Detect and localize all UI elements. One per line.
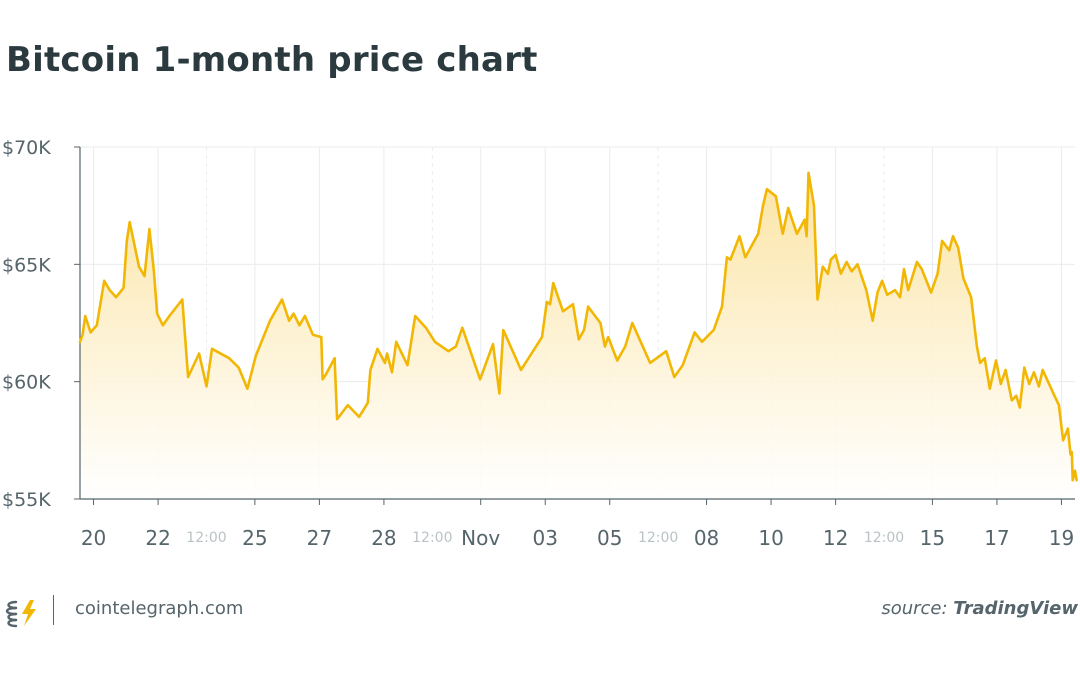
y-tick-label: $60K (2, 372, 51, 394)
x-tick-label: 03 (533, 526, 558, 550)
x-tick-label: 27 (307, 526, 332, 550)
x-tick-label: 22 (145, 526, 170, 550)
x-tick-label: 20 (81, 526, 106, 550)
y-tick-label: $55K (2, 489, 51, 511)
source-prefix: source: (881, 598, 954, 619)
y-tick-labels: $70K $65K $60K $55K (2, 137, 51, 511)
x-tick-label: 25 (242, 526, 267, 550)
x-tick-label: 05 (597, 526, 622, 550)
x-tick-label: 19 (1049, 526, 1074, 550)
x-tick-labels: 20 22 12:00 25 27 28 12:00 Nov 03 05 12:00 08 10 12 12… (81, 526, 1074, 550)
source-name: TradingView (953, 598, 1078, 619)
chart-title: Bitcoin 1-month price chart (6, 40, 538, 80)
footer-divider (53, 595, 54, 625)
x-tick-label-minor: 12:00 (412, 530, 452, 546)
x-tick-label-minor: 12:00 (186, 530, 226, 546)
axes (74, 146, 1075, 505)
x-tick-label: 28 (371, 526, 396, 550)
y-tick-label: $65K (2, 254, 51, 276)
x-tick-label: 15 (920, 526, 945, 550)
footer-site-name: cointelegraph.com (75, 598, 244, 619)
y-tick-label: $70K (2, 137, 51, 159)
x-tick-label-minor: 12:00 (864, 530, 904, 546)
x-tick-label: Nov (461, 526, 500, 550)
x-tick-label-minor: 12:00 (638, 530, 678, 546)
price-area-fill (80, 172, 1077, 500)
footer-source: source: TradingView (881, 598, 1078, 619)
x-tick-label: 08 (694, 526, 719, 550)
x-tick-label: 10 (758, 526, 783, 550)
x-tick-label: 12 (823, 526, 848, 550)
cointelegraph-logo-icon (5, 600, 36, 628)
x-tick-label: 17 (984, 526, 1009, 550)
price-line (78, 171, 1078, 482)
